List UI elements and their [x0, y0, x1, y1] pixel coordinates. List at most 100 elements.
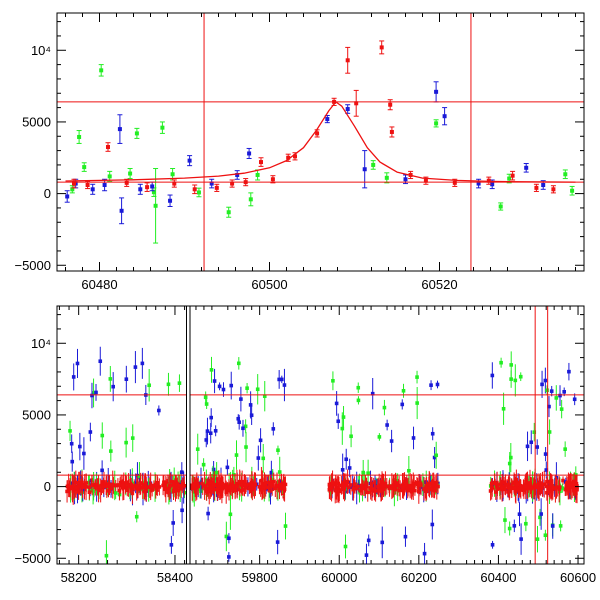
data-point [551, 485, 555, 490]
data-point [236, 361, 241, 366]
data-point [415, 375, 419, 379]
data-point [570, 188, 575, 193]
data-point [517, 482, 522, 487]
data-point [476, 181, 481, 186]
data-point [117, 488, 122, 493]
data-point [452, 180, 457, 185]
data-point [262, 481, 267, 486]
data-point [558, 524, 563, 528]
data-point [545, 388, 549, 393]
data-point [424, 489, 429, 494]
data-point [371, 487, 375, 491]
data-point [203, 395, 208, 400]
data-point [212, 487, 217, 492]
data-point [515, 482, 520, 487]
data-point [196, 190, 201, 195]
data-point [110, 482, 115, 487]
y-tick-label: 10⁴ [31, 43, 51, 58]
data-point [560, 486, 565, 490]
data-point [346, 485, 350, 490]
data-point [104, 553, 109, 558]
data-point [133, 481, 138, 486]
data-point [358, 488, 363, 493]
axis-break-gap [186, 305, 190, 565]
data-point [280, 377, 284, 382]
data-point [90, 483, 94, 488]
data-point [514, 488, 518, 493]
data-point [507, 485, 512, 490]
data-point [220, 487, 224, 492]
data-point [247, 486, 252, 491]
data-point [343, 544, 348, 549]
data-point [507, 461, 512, 466]
data-point [406, 488, 410, 493]
data-point [241, 426, 245, 431]
data-point [353, 482, 357, 487]
data-point [269, 480, 274, 484]
data-point [345, 479, 350, 484]
data-point [98, 488, 103, 493]
data-point [336, 419, 341, 424]
data-point [65, 194, 70, 199]
data-point [532, 485, 536, 490]
data-point [138, 187, 143, 192]
data-point [529, 486, 533, 491]
data-point [567, 369, 571, 374]
data-point [245, 386, 249, 390]
data-point [130, 436, 135, 440]
data-point [209, 481, 214, 485]
data-point [384, 484, 389, 489]
data-point [206, 489, 211, 493]
data-point [107, 483, 112, 487]
data-point [547, 486, 552, 491]
data-point [377, 435, 382, 439]
data-point [509, 377, 513, 381]
data-point [270, 177, 275, 182]
data-point [422, 487, 426, 491]
data-point [398, 488, 402, 492]
x-tick-label: 60400 [480, 570, 516, 585]
data-point [331, 378, 335, 383]
data-point [260, 488, 264, 493]
data-point [382, 405, 387, 410]
x-tick-label: 58400 [157, 570, 193, 585]
data-point [283, 524, 288, 528]
data-point [152, 483, 156, 488]
data-point [205, 429, 210, 433]
data-point [150, 488, 154, 492]
data-point [211, 482, 216, 487]
data-point [380, 482, 384, 487]
data-point [174, 480, 179, 485]
data-point [500, 486, 504, 490]
data-point [78, 444, 82, 449]
data-point [503, 518, 507, 522]
data-point [347, 466, 352, 470]
data-point [389, 129, 394, 134]
data-point [498, 482, 503, 487]
data-point [498, 204, 503, 209]
data-point [68, 485, 72, 490]
data-point [554, 396, 559, 400]
data-point [134, 514, 139, 519]
data-point [261, 486, 266, 490]
data-point [275, 484, 279, 488]
data-point [354, 486, 358, 490]
data-point [558, 393, 562, 398]
data-point [362, 167, 367, 172]
data-point [293, 154, 297, 159]
data-point [509, 486, 514, 490]
data-point [523, 484, 528, 489]
y-tick-label: 0 [44, 186, 51, 201]
data-point [501, 406, 506, 411]
data-point [116, 483, 120, 487]
data-point [411, 436, 416, 440]
data-point [490, 373, 495, 378]
data-point [392, 490, 397, 494]
data-point [106, 145, 110, 150]
data-point [102, 183, 107, 187]
data-point [429, 487, 434, 491]
data-point [524, 521, 528, 526]
data-point [503, 487, 507, 492]
data-point [214, 185, 219, 190]
